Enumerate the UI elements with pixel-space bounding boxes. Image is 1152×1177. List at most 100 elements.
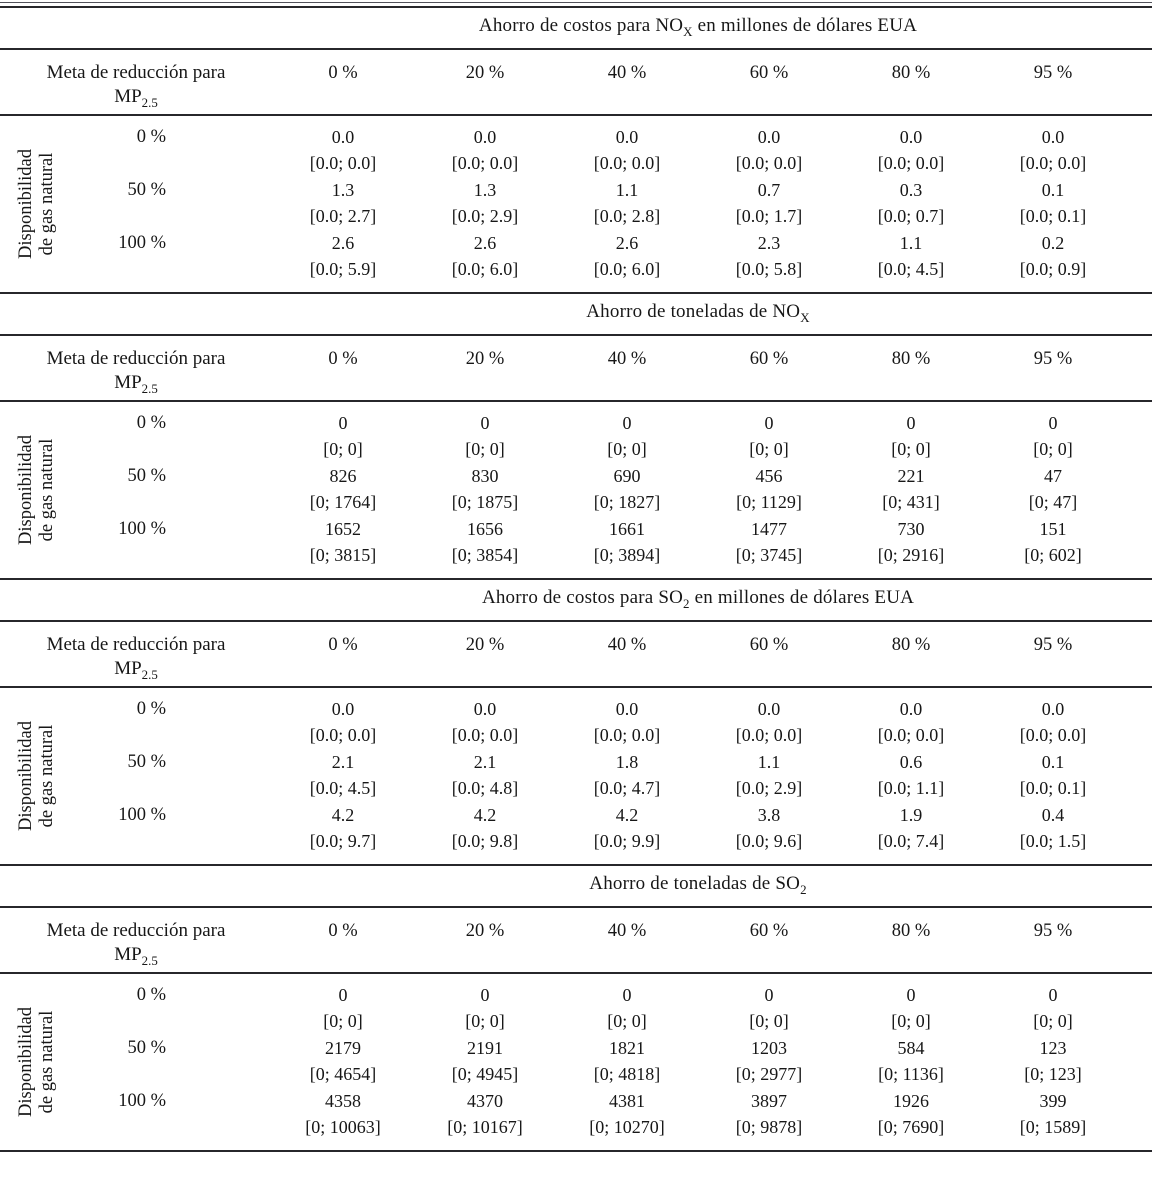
data-cell: 0.0 [0.0; 0.0] (414, 124, 556, 177)
data-cell: 4.2 [0.0; 9.8] (414, 802, 556, 855)
cell-range: [0; 602] (1024, 545, 1082, 565)
table-row: 0 % 0.0 [0.0; 0.0] 0.0 [0.0; 0.0] 0.0 [0.0; 0.… (0, 696, 1152, 749)
cell-value: 0.0 (473, 698, 497, 719)
cell-range: [0; 0] (607, 1011, 647, 1031)
cell-value: 0 (764, 984, 774, 1005)
cell-range: [0; 1136] (878, 1064, 944, 1084)
cell-range: [0.0; 0.0] (1019, 153, 1087, 173)
column-header: 0 % (328, 348, 358, 369)
cell-range: [0; 3894] (593, 545, 661, 565)
cell-value: 2.6 (473, 232, 497, 253)
cell-range: [0.0; 2.9] (735, 778, 803, 798)
cell-value: 399 (1039, 1090, 1067, 1111)
column-header: 0 % (328, 920, 358, 941)
data-cell: 1.3 [0.0; 2.7] (272, 177, 414, 230)
side-label: Disponibilidad de gas natural (16, 720, 58, 831)
column-header: 40 % (607, 634, 647, 655)
table-top-rule-thick (0, 5, 1152, 8)
cell-value: 4358 (325, 1090, 361, 1111)
column-header: 95 % (1033, 634, 1073, 655)
data-cell: 0 [0; 0] (982, 982, 1124, 1035)
data-cell: 0 [0; 0] (840, 982, 982, 1035)
cell-range: [0; 2916] (877, 545, 945, 565)
cell-range: [0; 0] (323, 1011, 363, 1031)
table-row: 0 % 0.0 [0.0; 0.0] 0.0 [0.0; 0.0] 0.0 [0.0; 0.… (0, 124, 1152, 177)
data-cell: 4.2 [0.0; 9.7] (272, 802, 414, 855)
cell-range: [0.0; 4.8] (451, 778, 519, 798)
cell-range: [0; 0] (891, 439, 931, 459)
data-cell: 221 [0; 431] (840, 463, 982, 516)
data-cell: 826 [0; 1764] (272, 463, 414, 516)
cell-range: [0.0; 9.8] (451, 831, 519, 851)
cell-range: [0; 0] (749, 1011, 789, 1031)
section-title: Ahorro de costos para NOX en millones de… (478, 15, 918, 39)
cell-range: [0.0; 9.9] (593, 831, 661, 851)
cell-range: [0.0; 0.0] (309, 725, 377, 745)
table-row: 0 % 0 [0; 0] 0 [0; 0] 0 [0; 0] 0 [0; 0] 0 [0; 0] 0 [… (0, 982, 1152, 1035)
table-row: 100 % 4.2 [0.0; 9.7] 4.2 [0.0; 9.8] 4.2 [0.0; … (0, 802, 1152, 855)
row-label: 50 % (127, 465, 166, 486)
data-cell: 0 [0; 0] (840, 410, 982, 463)
table-row: 50 % 2.1 [0.0; 4.5] 2.1 [0.0; 4.8] 1.8 [0.0; 4… (0, 749, 1152, 802)
table-row: 50 % 826 [0; 1764] 830 [0; 1875] 690 [0; 1827]… (0, 463, 1152, 516)
row-label: 50 % (127, 751, 166, 772)
table-row: 100 % 2.6 [0.0; 5.9] 2.6 [0.0; 6.0] 2.6 [0.0; … (0, 230, 1152, 283)
data-cell: 1203 [0; 2977] (698, 1035, 840, 1088)
side-label: Disponibilidad de gas natural (16, 1006, 58, 1117)
data-cell: 0 [0; 0] (698, 982, 840, 1035)
cell-range: [0; 9878] (735, 1117, 803, 1137)
cell-value: 0 (338, 412, 348, 433)
cell-range: [0; 4945] (451, 1064, 519, 1084)
section-ahorro-costos-nox: Ahorro de costos para NOX en millones de… (0, 8, 1152, 294)
column-header: 80 % (891, 634, 931, 655)
cell-value: 4.2 (331, 804, 355, 825)
data-cell: 151 [0; 602] (982, 516, 1124, 569)
data-cell: 0.1 [0.0; 0.1] (982, 749, 1124, 802)
column-header: 80 % (891, 62, 931, 83)
cell-range: [0; 3815] (309, 545, 377, 565)
data-cell: 2.1 [0.0; 4.5] (272, 749, 414, 802)
cell-value: 0.0 (757, 126, 781, 147)
cell-value: 1821 (609, 1037, 645, 1058)
cell-value: 4.2 (473, 804, 497, 825)
data-cell: 1652 [0; 3815] (272, 516, 414, 569)
data-cell: 1.1 [0.0; 2.9] (698, 749, 840, 802)
cell-range: [0; 3854] (451, 545, 519, 565)
cell-range: [0.0; 0.0] (451, 725, 519, 745)
data-cell: 1.9 [0.0; 7.4] (840, 802, 982, 855)
section-title: Ahorro de costos para SO2 en millones de… (481, 587, 915, 611)
cell-range: [0; 2977] (735, 1064, 803, 1084)
cell-value: 123 (1039, 1037, 1067, 1058)
cell-range: [0.0; 4.5] (309, 778, 377, 798)
data-cell: 0.4 [0.0; 1.5] (982, 802, 1124, 855)
cell-range: [0.0; 1.5] (1019, 831, 1087, 851)
data-cell: 0.0 [0.0; 0.0] (556, 124, 698, 177)
cell-range: [0; 3745] (735, 545, 803, 565)
data-cell: 3897 [0; 9878] (698, 1088, 840, 1141)
column-header: 20 % (465, 634, 505, 655)
cell-value: 0 (906, 984, 916, 1005)
cell-value: 0 (480, 984, 490, 1005)
cell-range: [0; 7690] (877, 1117, 945, 1137)
cell-value: 1477 (751, 518, 787, 539)
data-cell: 4370 [0; 10167] (414, 1088, 556, 1141)
cell-value: 2.6 (331, 232, 355, 253)
cell-range: [0.0; 1.7] (735, 206, 803, 226)
data-cell: 584 [0; 1136] (840, 1035, 982, 1088)
cell-value: 1661 (609, 518, 645, 539)
data-cell: 2.6 [0.0; 5.9] (272, 230, 414, 283)
data-cell: 0 [0; 0] (982, 410, 1124, 463)
cell-range: [0; 1129] (736, 492, 802, 512)
cell-value: 0 (480, 412, 490, 433)
cell-value: 4370 (467, 1090, 503, 1111)
cell-value: 0.0 (899, 126, 923, 147)
side-label: Disponibilidad de gas natural (16, 434, 58, 545)
column-header: 60 % (749, 634, 789, 655)
data-cell: 399 [0; 1589] (982, 1088, 1124, 1141)
cell-value: 0.0 (899, 698, 923, 719)
column-header: 95 % (1033, 62, 1073, 83)
row-label: 0 % (136, 126, 166, 147)
cell-value: 0.0 (473, 126, 497, 147)
row-header: Meta de reducción para MP2.5 (46, 919, 226, 968)
column-header: 80 % (891, 920, 931, 941)
